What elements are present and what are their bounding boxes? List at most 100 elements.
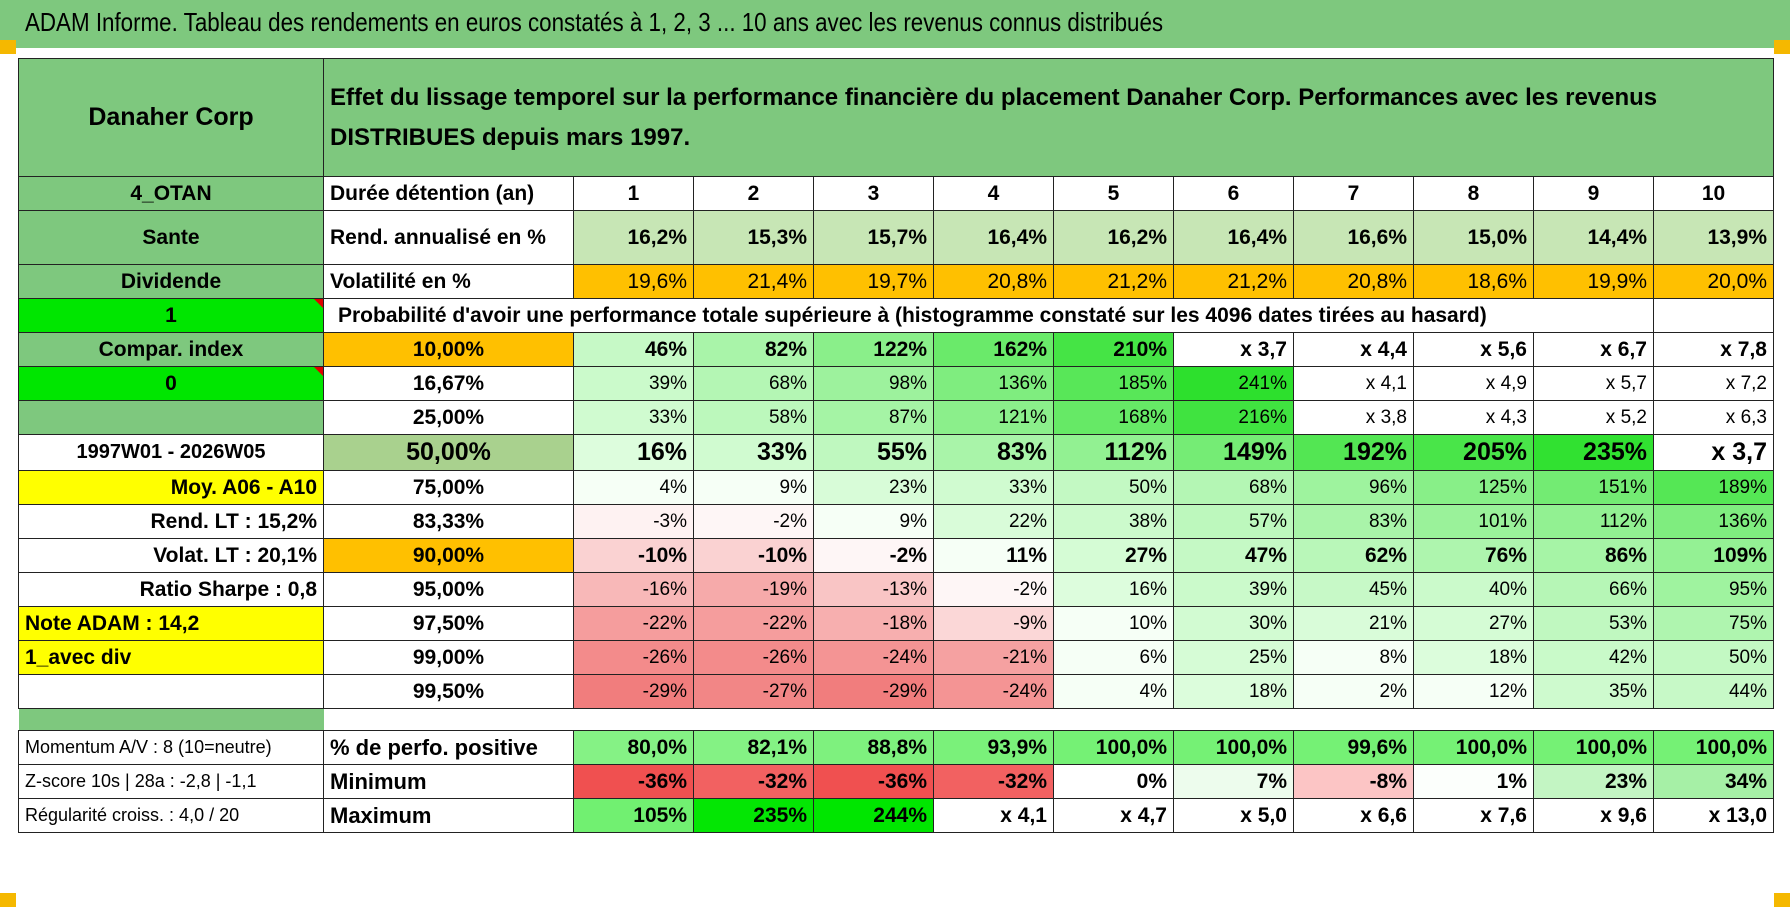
proba-value: 42%	[1533, 640, 1654, 675]
proba-value: 235%	[1533, 434, 1654, 471]
rend-value: 16,2%	[1053, 210, 1174, 265]
proba-value: 16%	[573, 434, 694, 471]
proba-value: 33%	[573, 400, 694, 435]
proba-value: 33%	[933, 470, 1054, 505]
proba-value: -2%	[813, 538, 934, 573]
stats-value: 0%	[1053, 764, 1174, 799]
proba-row: Note ADAM : 14,2 97,50% -22% -22% -18% -9% 10%…	[18, 606, 1774, 641]
proba-value: -22%	[693, 606, 814, 641]
proba-value: 98%	[813, 366, 934, 401]
proba-value: 58%	[693, 400, 814, 435]
proba-value: -29%	[573, 674, 694, 709]
proba-value: 38%	[1053, 504, 1174, 539]
vol-value: 19,9%	[1533, 264, 1654, 299]
proba-value: 125%	[1413, 470, 1534, 505]
proba-value: 18%	[1413, 640, 1534, 675]
proba-value: 27%	[1413, 606, 1534, 641]
proba-value: 27%	[1053, 538, 1174, 573]
stats-value: x 13,0	[1653, 798, 1774, 833]
separator-cell	[933, 708, 1054, 731]
vol-value: 20,8%	[933, 264, 1054, 299]
proba-value: 112%	[1533, 504, 1654, 539]
stats-value: 100,0%	[1653, 730, 1774, 765]
stats-label: % de perfo. positive	[323, 730, 574, 765]
proba-value: 8%	[1293, 640, 1414, 675]
stats-value: 100,0%	[1053, 730, 1174, 765]
proba-value: x 4,1	[1293, 366, 1414, 401]
proba-value: 50%	[1053, 470, 1174, 505]
proba-value: 35%	[1533, 674, 1654, 709]
proba-value: 168%	[1053, 400, 1174, 435]
proba-title-row: 1 Probabilité d'avoir une performance tot…	[18, 298, 1774, 333]
proba-row: 99,50% -29% -27% -29% -24% 4% 18% 2% 12% 35% 44%	[18, 674, 1774, 709]
rend-value: 13,9%	[1653, 210, 1774, 265]
proba-value: 76%	[1413, 538, 1534, 573]
proba-value: 4%	[573, 470, 694, 505]
proba-value: x 3,8	[1293, 400, 1414, 435]
proba-value: 11%	[933, 538, 1054, 573]
proba-title: Probabilité d'avoir une performance tota…	[323, 298, 1654, 333]
stats-value: 23%	[1533, 764, 1654, 799]
stats-label: Maximum	[323, 798, 574, 833]
proba-value: x 4,3	[1413, 400, 1534, 435]
proba-row: Volat. LT : 20,1% 90,00% -10% -10% -2% 11% 27%…	[18, 538, 1774, 573]
proba-pct: 16,67%	[323, 366, 574, 401]
rend-value: 16,4%	[933, 210, 1054, 265]
stats-value: 100,0%	[1413, 730, 1534, 765]
proba-value: -24%	[933, 674, 1054, 709]
proba-value: 55%	[813, 434, 934, 471]
year-header: 4	[933, 176, 1054, 211]
proba-value: -18%	[813, 606, 934, 641]
proba-value: 21%	[1293, 606, 1414, 641]
separator-cell	[1293, 708, 1414, 731]
label-sharpe: Ratio Sharpe : 0,8	[18, 572, 324, 607]
proba-row: Rend. LT : 15,2% 83,33% -3% -2% 9% 22% 38% 57% 8…	[18, 504, 1774, 539]
years-label: Durée détention (an)	[323, 176, 574, 211]
year-header: 6	[1173, 176, 1294, 211]
proba-value: 18%	[1173, 674, 1294, 709]
separator-cell	[1413, 708, 1534, 731]
proba-value: x 7,2	[1653, 366, 1774, 401]
performance-table: Danaher Corp Effet du lissage temporel su…	[18, 58, 1774, 833]
corner-marker	[0, 893, 16, 907]
vol-value: 19,7%	[813, 264, 934, 299]
proba-value: 16%	[1053, 572, 1174, 607]
proba-value: 45%	[1293, 572, 1414, 607]
rend-value: 16,6%	[1293, 210, 1414, 265]
proba-value: -16%	[573, 572, 694, 607]
proba-value: 122%	[813, 332, 934, 367]
proba-value: 68%	[1173, 470, 1294, 505]
proba-value: 4%	[1053, 674, 1174, 709]
proba-value: 210%	[1053, 332, 1174, 367]
label-volat-lt: Volat. LT : 20,1%	[18, 538, 324, 573]
proba-value: -2%	[693, 504, 814, 539]
proba-value: -3%	[573, 504, 694, 539]
stats-value: x 6,6	[1293, 798, 1414, 833]
proba-value: -29%	[813, 674, 934, 709]
corner-marker	[1774, 40, 1790, 54]
proba-row: 0 16,67% 39% 68% 98% 136% 185% 241% x 4,1 x 4,9 x …	[18, 366, 1774, 401]
proba-pct: 25,00%	[323, 400, 574, 435]
label-note-adam: Note ADAM : 14,2	[18, 606, 324, 641]
years-row: 4_OTAN Durée détention (an) 1 2 3 4 5 6 7 8 9 10	[18, 176, 1774, 211]
proba-value: 53%	[1533, 606, 1654, 641]
proba-value: 46%	[573, 332, 694, 367]
proba-value: 96%	[1293, 470, 1414, 505]
label-dividend: Dividende	[18, 264, 324, 299]
stats-value: 105%	[573, 798, 694, 833]
vol-label: Volatilité en %	[323, 264, 574, 299]
proba-value: -22%	[573, 606, 694, 641]
empty-label	[18, 674, 324, 709]
proba-value: -13%	[813, 572, 934, 607]
stats-value: 1%	[1413, 764, 1534, 799]
proba-value: x 5,7	[1533, 366, 1654, 401]
proba-value: 66%	[1533, 572, 1654, 607]
year-header: 7	[1293, 176, 1414, 211]
proba-pct: 99,50%	[323, 674, 574, 709]
proba-value: -10%	[573, 538, 694, 573]
proba-value: 95%	[1653, 572, 1774, 607]
title-bar: ADAM Informe. Tableau des rendements en …	[0, 0, 1790, 48]
proba-value: 162%	[933, 332, 1054, 367]
proba-value: -21%	[933, 640, 1054, 675]
proba-value: x 3,7	[1653, 434, 1774, 471]
